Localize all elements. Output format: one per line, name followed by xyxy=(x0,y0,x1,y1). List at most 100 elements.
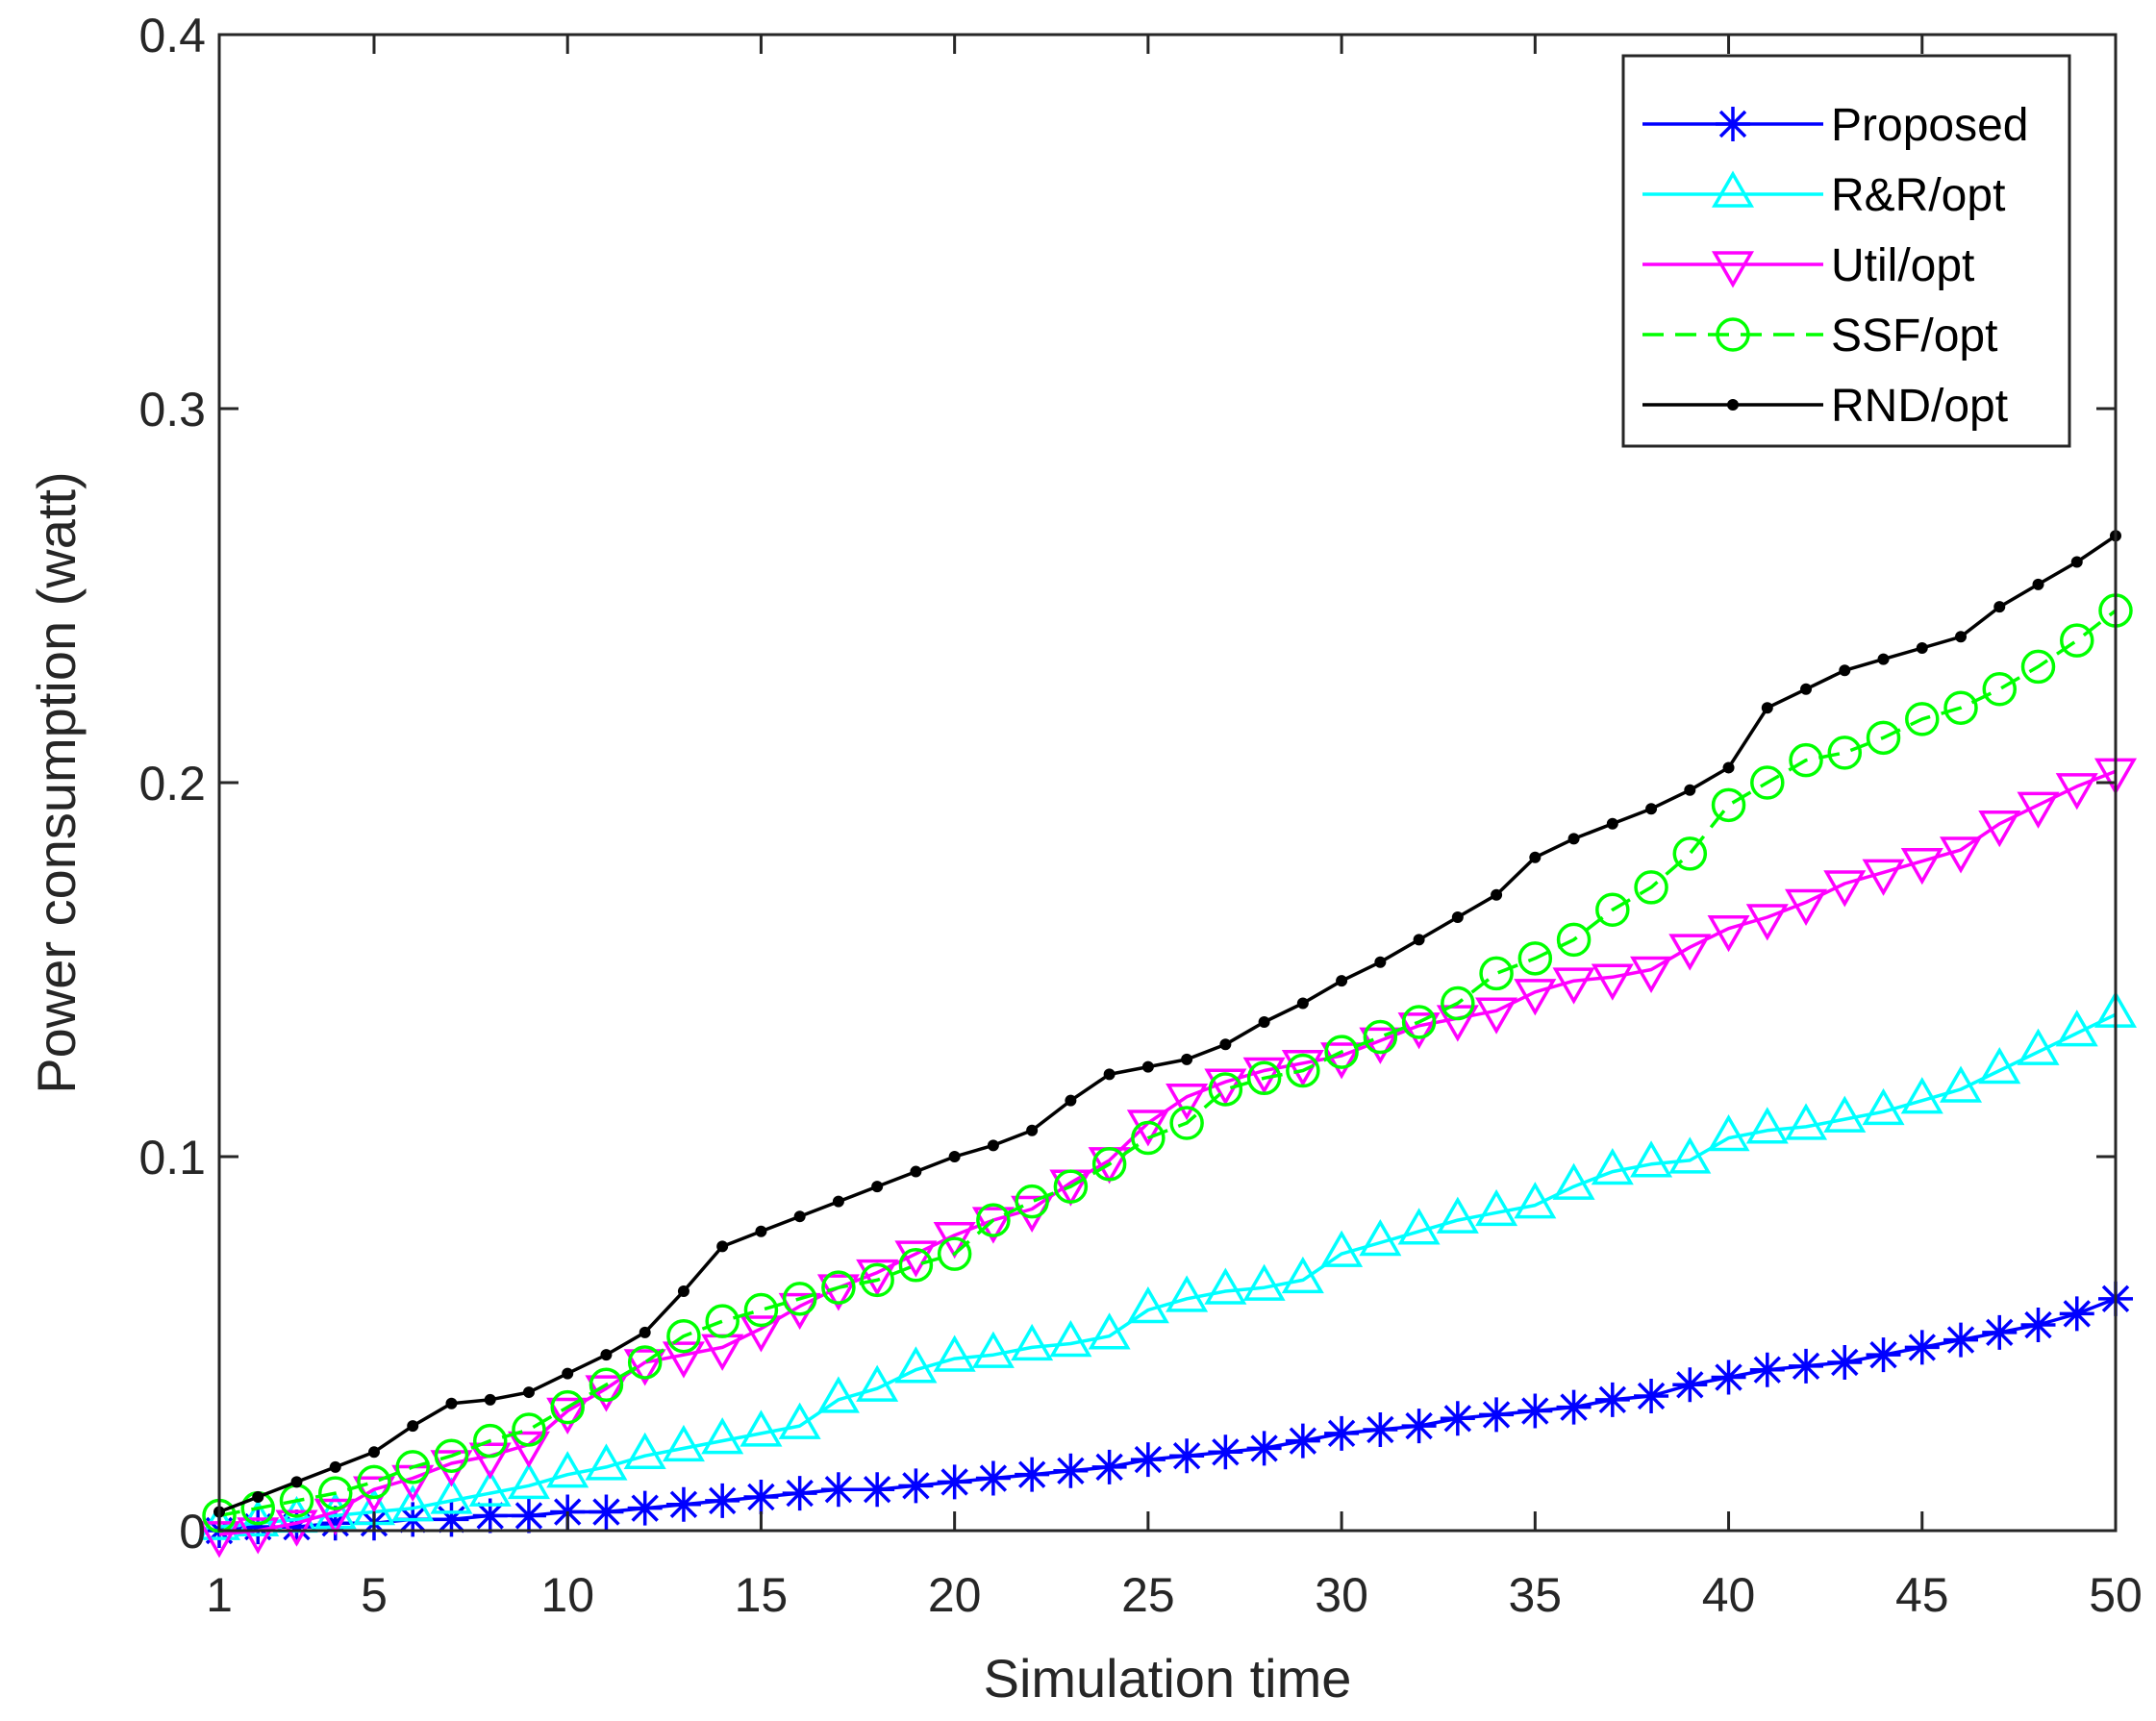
data-point-util-opt xyxy=(856,1259,899,1297)
data-point-proposed xyxy=(1440,1401,1475,1436)
data-point-proposed xyxy=(743,1479,779,1514)
x-tick-label: 45 xyxy=(1895,1568,1949,1622)
data-point-r-r-opt xyxy=(313,1491,357,1530)
data-point-r-r-opt xyxy=(1011,1323,1054,1361)
data-point-util-opt xyxy=(1707,914,1750,953)
data-point-proposed xyxy=(860,1472,895,1508)
legend-marker-r-r-opt xyxy=(1711,170,1755,208)
data-point-r-r-opt xyxy=(1126,1285,1169,1324)
data-point-rnd-opt xyxy=(290,1476,303,1488)
legend-label-ssf-opt: SSF/opt xyxy=(1831,311,1997,362)
data-point-util-opt xyxy=(894,1240,938,1278)
data-point-r-r-opt xyxy=(1591,1148,1634,1185)
data-point-proposed xyxy=(1130,1442,1166,1478)
data-point-ssf-opt xyxy=(782,1282,817,1316)
y-tick-label: 0.3 xyxy=(138,383,206,436)
data-point-rnd-opt xyxy=(677,1285,689,1298)
series-line-r-r-opt xyxy=(218,1012,2117,1529)
data-point-ssf-opt xyxy=(589,1367,624,1403)
legend-entry-r-r-opt: R&R/opt xyxy=(1642,170,2005,221)
data-point-rnd-opt xyxy=(910,1165,922,1178)
data-point-proposed xyxy=(782,1476,817,1511)
x-tick-label: 35 xyxy=(1509,1568,1563,1622)
data-point-proposed xyxy=(1246,1431,1282,1466)
legend-box xyxy=(1621,54,2071,448)
legend-marker-util-opt xyxy=(1711,251,1755,288)
data-point-proposed xyxy=(1594,1382,1630,1417)
data-point-util-opt xyxy=(1359,1027,1402,1064)
data-point-ssf-opt xyxy=(1711,787,1746,823)
data-point-ssf-opt xyxy=(1324,1035,1359,1069)
data-point-rnd-opt xyxy=(1916,641,1928,654)
data-point-r-r-opt xyxy=(971,1331,1015,1368)
data-point-ssf-opt xyxy=(1982,672,2018,707)
data-point-rnd-opt xyxy=(1181,1053,1193,1065)
data-point-proposed xyxy=(1363,1411,1398,1447)
data-point-util-opt xyxy=(507,1431,550,1469)
x-tick-label: 15 xyxy=(735,1568,789,1622)
series-line-rnd-opt xyxy=(218,534,2117,1514)
data-point-ssf-opt xyxy=(1672,836,1708,871)
y-tick-label: 0.4 xyxy=(138,9,206,62)
data-point-rnd-opt xyxy=(562,1367,574,1380)
data-point-proposed xyxy=(1053,1453,1089,1488)
data-point-r-r-opt xyxy=(507,1461,550,1500)
data-point-rnd-opt xyxy=(1141,1060,1154,1073)
data-point-util-opt xyxy=(1166,1084,1209,1121)
data-point-proposed xyxy=(1827,1344,1863,1380)
data-point-util-opt xyxy=(2017,791,2060,829)
data-point-proposed xyxy=(1711,1359,1746,1395)
data-point-proposed xyxy=(1866,1337,1901,1373)
x-tick-label: 50 xyxy=(2089,1568,2143,1622)
data-point-r-r-opt xyxy=(1436,1196,1479,1234)
data-point-rnd-opt xyxy=(1645,803,1658,815)
data-point-ssf-opt xyxy=(1479,956,1514,991)
data-point-proposed xyxy=(1749,1352,1785,1387)
data-point-proposed xyxy=(1982,1314,2018,1350)
data-point-util-opt xyxy=(1514,979,1557,1016)
data-point-rnd-opt xyxy=(1877,653,1890,665)
data-point-proposed xyxy=(1556,1389,1592,1425)
data-point-ssf-opt xyxy=(1441,985,1475,1021)
data-point-r-r-opt xyxy=(1785,1103,1828,1140)
data-point-ssf-opt xyxy=(1866,720,1901,756)
data-point-proposed xyxy=(1208,1434,1243,1470)
data-point-proposed xyxy=(705,1483,740,1518)
data-point-rnd-opt xyxy=(600,1349,613,1361)
data-point-proposed xyxy=(1015,1457,1050,1492)
data-point-r-r-opt xyxy=(1320,1230,1364,1267)
data-point-r-r-opt xyxy=(856,1364,899,1402)
data-point-rnd-opt xyxy=(639,1326,651,1338)
data-point-r-r-opt xyxy=(1204,1267,1247,1305)
data-point-util-opt xyxy=(1630,956,1673,994)
y-tick-label: 0.2 xyxy=(138,757,206,811)
data-point-proposed xyxy=(627,1490,663,1526)
legend-entry-rnd-opt: RND/opt xyxy=(1642,381,2008,432)
data-point-proposed xyxy=(511,1498,546,1534)
data-point-r-r-opt xyxy=(1939,1065,1983,1103)
data-point-rnd-opt xyxy=(716,1240,729,1253)
data-point-util-opt xyxy=(468,1442,512,1480)
data-point-rnd-opt xyxy=(1761,702,1773,714)
data-point-util-opt xyxy=(1397,1012,1441,1050)
x-tick-label: 10 xyxy=(540,1568,594,1622)
data-point-rnd-opt xyxy=(445,1397,458,1409)
data-point-util-opt xyxy=(1436,1005,1479,1042)
data-point-rnd-opt xyxy=(948,1151,961,1162)
data-point-ssf-opt xyxy=(2060,623,2094,658)
data-point-ssf-opt xyxy=(821,1270,856,1305)
data-point-ssf-opt xyxy=(317,1476,353,1510)
data-point-proposed xyxy=(589,1494,624,1530)
data-point-ssf-opt xyxy=(666,1318,701,1354)
data-point-ssf-opt xyxy=(1091,1147,1127,1182)
data-point-rnd-opt xyxy=(1955,631,1968,643)
x-tick-label: 40 xyxy=(1702,1568,1756,1622)
data-point-ssf-opt xyxy=(1286,1053,1320,1088)
data-point-rnd-opt xyxy=(1219,1038,1232,1051)
data-point-ssf-opt xyxy=(705,1304,740,1338)
data-point-r-r-opt xyxy=(2017,1028,2060,1065)
data-point-r-r-opt xyxy=(894,1346,938,1384)
data-point-rnd-opt xyxy=(407,1420,419,1433)
data-point-r-r-opt xyxy=(778,1402,821,1439)
